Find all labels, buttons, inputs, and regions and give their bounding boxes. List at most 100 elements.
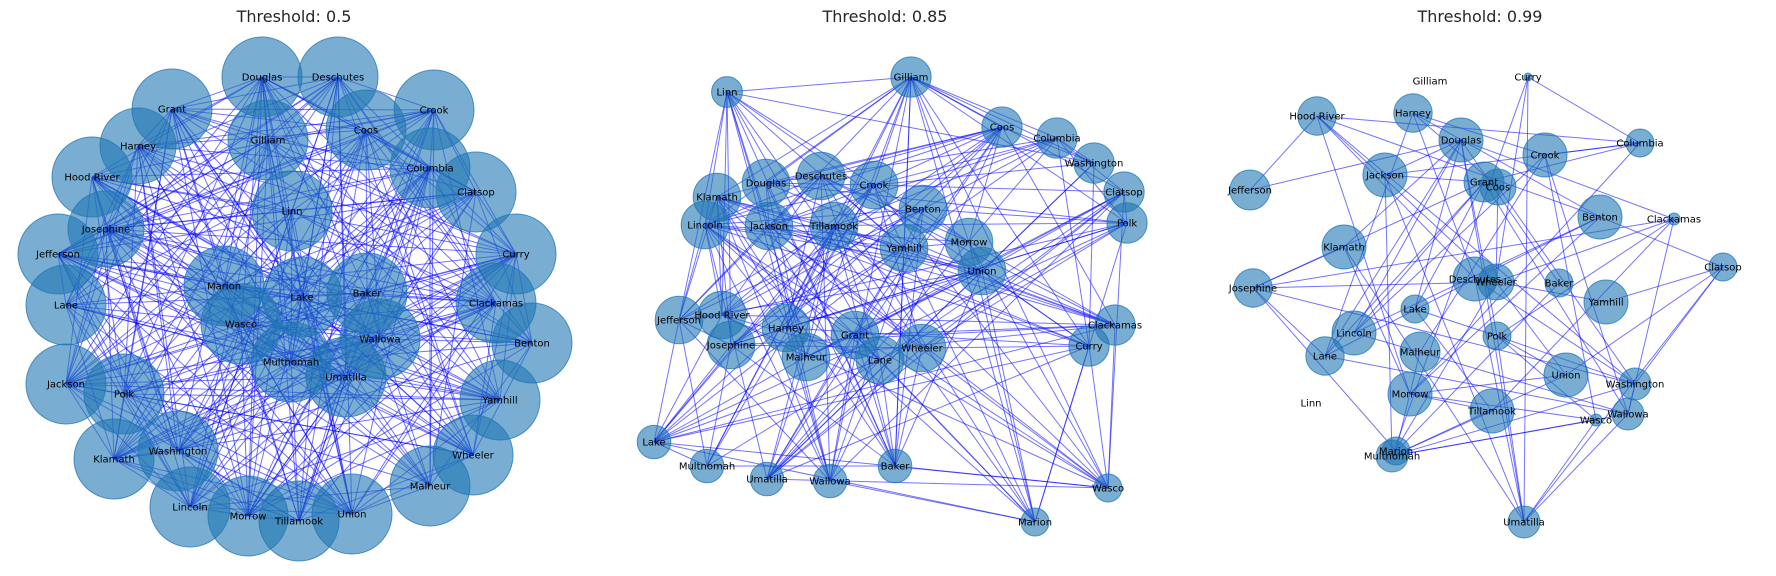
node-columbia (1625, 128, 1655, 158)
node-label: Curry (1075, 342, 1102, 353)
node-umatilla (305, 336, 387, 418)
node-clatsop (435, 151, 517, 233)
node-wallowa (812, 463, 848, 499)
node-label: Benton (905, 205, 941, 216)
node-lane (855, 335, 905, 385)
node-label: Curry (1514, 73, 1541, 84)
node-label: Wheeler (901, 344, 943, 355)
node-label: Jefferson (35, 250, 80, 261)
node-label: Grant (158, 105, 186, 116)
node-union (311, 473, 393, 555)
node-coos (1479, 168, 1517, 206)
node-tillamook (809, 201, 859, 251)
node-crook (849, 160, 899, 210)
node-label: Clackamas (1647, 215, 1701, 226)
node-label: Yamhill (885, 244, 921, 255)
edge (879, 359, 1036, 523)
edge (829, 480, 1036, 523)
node-gilliam (890, 56, 932, 98)
edge (706, 359, 881, 467)
node-marion (1020, 507, 1050, 537)
edge (1391, 419, 1597, 457)
node-label: Linn (281, 207, 302, 218)
panel-threshold-0-99: Threshold: 0.99 Gilliam Curry Hood River Ha… (1227, 7, 1742, 539)
node-linn (711, 76, 743, 108)
node-union (957, 246, 1007, 296)
node-josephine (706, 320, 756, 370)
edge (829, 76, 912, 482)
edge (768, 76, 912, 227)
edge (123, 393, 431, 487)
edge (653, 359, 881, 443)
node-label: Jackson (46, 380, 85, 391)
edge (704, 224, 856, 336)
node-label: Lincoln (172, 503, 207, 514)
panel-threshold-0-85: Threshold: 0.85 Linn Gilliam Coos Columbia W… (636, 7, 1148, 537)
node-harney (1393, 93, 1433, 133)
node-label: Benton (1582, 213, 1618, 224)
node-label: Wallowa (1607, 410, 1648, 421)
node-label: Morrow (230, 512, 267, 523)
node-label: Crook (420, 106, 449, 117)
edge (1391, 383, 1636, 457)
node-label: Washington (1065, 159, 1124, 170)
node-umatilla (1507, 505, 1541, 539)
node-layer (17, 36, 573, 562)
edge (903, 247, 1036, 523)
edge (833, 225, 1109, 489)
node-wheeler (1477, 263, 1515, 301)
edge (833, 137, 1058, 227)
node-label: Multnomah (1364, 452, 1420, 463)
edge (1565, 266, 1724, 376)
node-label: Malheur (786, 353, 827, 364)
node-label: Wallowa (359, 335, 400, 346)
node-label: Polk (114, 390, 135, 401)
node-label: Wasco (225, 320, 257, 331)
edge (1316, 115, 1601, 218)
node-label: Douglas (242, 73, 283, 84)
edge (721, 222, 1128, 316)
node-label: Marion (1379, 447, 1413, 458)
node-multnomah (1375, 439, 1409, 473)
node-layer (636, 56, 1148, 537)
edge (678, 319, 831, 482)
node-benton (1577, 194, 1623, 240)
node-lake (636, 424, 672, 460)
node-baker (1544, 268, 1574, 298)
edge (123, 145, 139, 395)
edge (1088, 345, 1109, 489)
edge (365, 129, 474, 456)
node-jackson (744, 201, 794, 251)
edge (1412, 112, 1476, 280)
edge (765, 182, 983, 272)
node-jackson (1362, 152, 1408, 198)
edge (1491, 218, 1675, 412)
node-label: Lane (1313, 352, 1337, 363)
node-label: Lake (1403, 305, 1426, 316)
edge (921, 191, 1125, 349)
edge (833, 225, 923, 349)
node-label: Hood River (64, 173, 120, 184)
node-layer (1229, 72, 1738, 539)
node-polk (1106, 202, 1148, 244)
node-label: Josephine (706, 341, 755, 352)
edge (766, 359, 881, 480)
node-label: Lane (868, 356, 892, 367)
node-label: Hood River (1289, 112, 1345, 123)
edge (1419, 351, 1629, 415)
node-label: Clackamas (469, 299, 523, 310)
node-jefferson (1229, 169, 1271, 211)
node-label: Columbia (1033, 134, 1080, 145)
node-label: Josephine (81, 225, 130, 236)
edge (1343, 246, 1411, 395)
label-layer: Linn Gilliam Coos Columbia Washington Douglas… (642, 73, 1142, 529)
label-layer: Gilliam Curry Hood River Harney Douglas Crook… (1227, 73, 1742, 529)
node-label: Coos (990, 123, 1014, 134)
node-label: Lane (54, 301, 78, 312)
edge (1409, 216, 1601, 395)
node-label: Douglas (746, 179, 787, 190)
edge (903, 247, 1116, 326)
node-linn (251, 170, 333, 252)
edge (726, 76, 912, 93)
